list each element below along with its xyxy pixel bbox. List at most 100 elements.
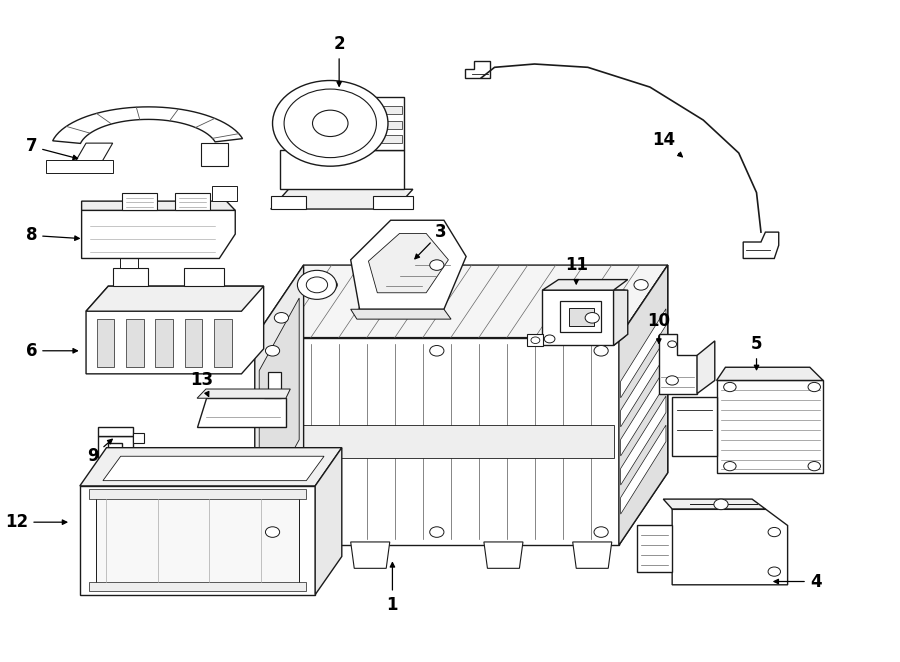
Polygon shape [96, 319, 114, 367]
Polygon shape [264, 372, 282, 399]
Circle shape [323, 279, 338, 290]
Circle shape [274, 312, 289, 323]
Polygon shape [97, 436, 133, 458]
Circle shape [284, 89, 376, 158]
Text: 2: 2 [333, 35, 345, 86]
Circle shape [531, 337, 540, 344]
Polygon shape [89, 489, 306, 499]
Polygon shape [86, 286, 264, 311]
Polygon shape [103, 456, 324, 481]
Polygon shape [184, 319, 202, 367]
Polygon shape [202, 143, 228, 166]
Polygon shape [572, 542, 612, 568]
Polygon shape [614, 290, 628, 346]
Circle shape [594, 346, 608, 356]
Text: 9: 9 [87, 440, 112, 465]
Polygon shape [484, 542, 523, 568]
Circle shape [429, 527, 444, 538]
Polygon shape [133, 433, 144, 443]
Text: 14: 14 [652, 131, 682, 157]
Polygon shape [356, 97, 404, 150]
Text: 11: 11 [564, 256, 588, 284]
Polygon shape [214, 319, 231, 367]
Polygon shape [97, 426, 133, 436]
Polygon shape [373, 196, 413, 209]
Polygon shape [89, 581, 306, 591]
Polygon shape [212, 186, 237, 201]
Text: 3: 3 [415, 223, 446, 259]
Polygon shape [122, 193, 158, 211]
Polygon shape [255, 338, 619, 545]
Polygon shape [543, 290, 625, 346]
Polygon shape [561, 301, 601, 332]
Polygon shape [621, 367, 666, 456]
Polygon shape [80, 448, 342, 486]
Polygon shape [659, 334, 697, 394]
Polygon shape [621, 338, 666, 427]
Polygon shape [271, 189, 413, 209]
Circle shape [266, 346, 280, 356]
Text: 6: 6 [26, 342, 77, 359]
Circle shape [429, 260, 444, 270]
Circle shape [666, 376, 679, 385]
Circle shape [273, 81, 388, 166]
Polygon shape [86, 286, 264, 374]
Polygon shape [197, 399, 286, 426]
Polygon shape [619, 265, 668, 545]
Polygon shape [126, 319, 144, 367]
Text: 10: 10 [647, 312, 670, 344]
Polygon shape [357, 120, 402, 128]
Circle shape [714, 499, 728, 510]
Text: 12: 12 [5, 513, 67, 531]
Polygon shape [255, 265, 668, 338]
Polygon shape [259, 425, 615, 458]
Polygon shape [621, 396, 666, 485]
Circle shape [297, 270, 337, 299]
Polygon shape [636, 526, 672, 571]
Circle shape [768, 567, 780, 576]
Polygon shape [672, 509, 788, 585]
Polygon shape [716, 381, 824, 473]
Circle shape [808, 461, 821, 471]
Text: 4: 4 [774, 573, 822, 591]
Circle shape [544, 335, 555, 343]
Text: 7: 7 [25, 138, 77, 160]
Polygon shape [569, 308, 594, 326]
Polygon shape [184, 268, 224, 286]
Circle shape [266, 527, 280, 538]
Polygon shape [259, 298, 299, 512]
Text: 8: 8 [26, 226, 79, 244]
Polygon shape [112, 268, 148, 286]
Circle shape [724, 461, 736, 471]
Polygon shape [663, 499, 765, 509]
Circle shape [808, 383, 821, 392]
Polygon shape [697, 341, 715, 394]
Polygon shape [619, 265, 668, 545]
Polygon shape [351, 309, 451, 319]
Polygon shape [255, 265, 303, 545]
Polygon shape [262, 542, 301, 568]
Text: 1: 1 [387, 563, 398, 614]
Polygon shape [315, 448, 342, 594]
Polygon shape [465, 61, 491, 78]
Text: 13: 13 [190, 371, 213, 397]
Polygon shape [351, 220, 466, 309]
Polygon shape [621, 308, 666, 398]
Polygon shape [95, 498, 299, 583]
Polygon shape [357, 135, 402, 143]
Circle shape [594, 527, 608, 538]
Circle shape [429, 346, 444, 356]
Circle shape [768, 528, 780, 537]
Circle shape [634, 279, 648, 290]
Polygon shape [621, 425, 666, 514]
Polygon shape [368, 234, 448, 293]
Polygon shape [82, 211, 235, 258]
Polygon shape [280, 150, 404, 189]
Polygon shape [672, 397, 716, 456]
Polygon shape [80, 486, 315, 594]
Polygon shape [82, 201, 235, 211]
Polygon shape [73, 143, 112, 166]
Polygon shape [175, 193, 211, 211]
Polygon shape [716, 367, 824, 381]
Circle shape [668, 341, 677, 348]
